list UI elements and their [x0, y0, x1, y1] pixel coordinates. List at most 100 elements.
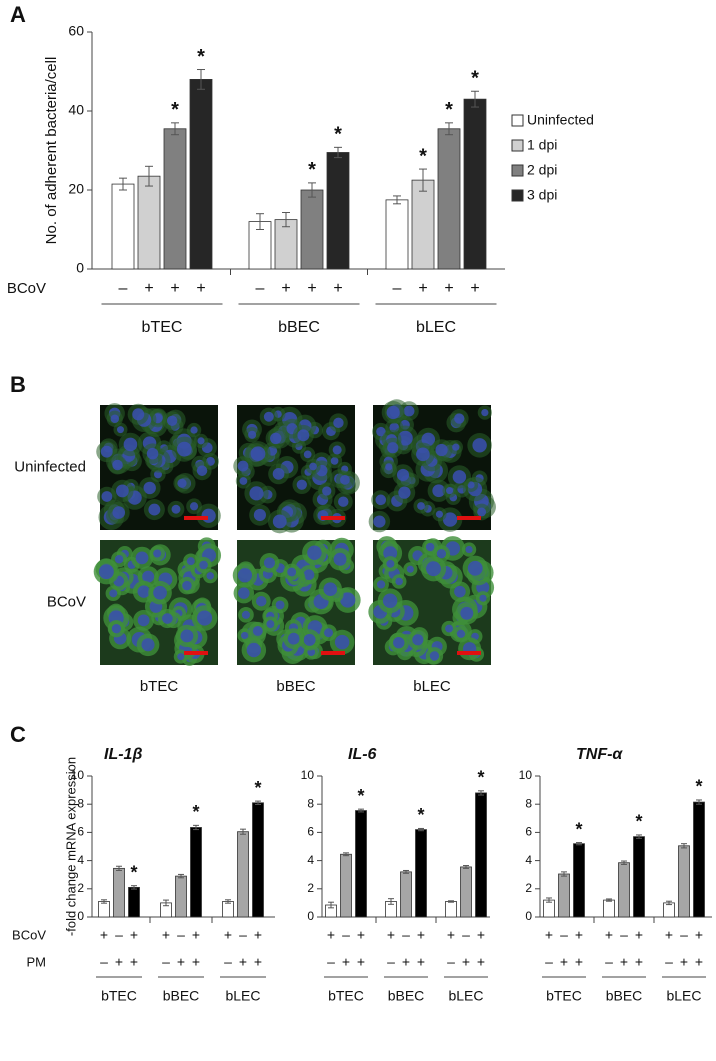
y-axis-label: -fold change mRNA expression: [63, 757, 78, 936]
error-bar: [334, 146, 342, 159]
nucleus: [417, 502, 425, 510]
nucleus: [454, 585, 466, 598]
factor-sign: –: [327, 954, 335, 970]
error-bar: [621, 860, 627, 865]
factor-sign: +: [327, 927, 335, 943]
nucleus: [101, 491, 113, 502]
micrograph: [96, 403, 221, 530]
y-tick-label: 2: [77, 881, 84, 895]
error-bar: [171, 122, 179, 136]
factor-sign: +: [192, 954, 200, 970]
bar: [475, 792, 487, 918]
nucleus: [383, 546, 398, 561]
panel-label: A: [10, 2, 26, 27]
factor-sign: +: [192, 927, 200, 943]
error-bar: [546, 897, 552, 903]
nucleus: [445, 624, 454, 633]
significance: *: [445, 99, 453, 121]
nucleus: [340, 592, 356, 608]
nucleus: [472, 438, 487, 453]
error-bar: [116, 865, 122, 871]
y-tick-label: 2: [525, 881, 532, 895]
error-bar: [225, 899, 231, 904]
y-tick-label: 60: [68, 23, 84, 39]
chart-title: TNF-α: [576, 746, 623, 763]
y-tick-label: 6: [307, 825, 314, 839]
significance: *: [575, 819, 582, 839]
error-bar: [197, 69, 205, 90]
factor-sign: –: [447, 954, 455, 970]
factor-sign: +: [342, 954, 350, 970]
bar: [237, 831, 249, 918]
factor-sign: –: [177, 927, 185, 943]
error-bar: [358, 808, 364, 813]
factor-sign: +: [254, 927, 262, 943]
bar: [693, 801, 705, 918]
y-tick-label: 2: [307, 881, 314, 895]
significance: *: [171, 99, 179, 121]
x-tick-label: bLEC: [666, 988, 701, 1004]
significance: *: [254, 778, 261, 798]
y-tick-label: 0: [77, 909, 84, 923]
error-bar: [145, 165, 153, 187]
y-tick-label: 4: [307, 853, 314, 867]
nucleus: [153, 549, 162, 558]
factor-sign: –: [100, 954, 108, 970]
nucleus: [297, 429, 310, 442]
nucleus: [263, 411, 274, 422]
nucleus: [111, 624, 122, 634]
bar: [137, 175, 161, 270]
nucleus: [186, 557, 195, 566]
nucleus: [416, 447, 430, 462]
nucleus: [303, 569, 315, 581]
factor-sign: +: [545, 927, 553, 943]
factor-sign: –: [680, 927, 688, 943]
y-tick-label: 4: [77, 853, 84, 867]
panel-label: C: [10, 722, 26, 747]
bar: [326, 152, 350, 270]
nucleus: [412, 634, 424, 646]
nucleus: [109, 589, 118, 598]
nucleus: [287, 632, 300, 645]
factor-sign: +: [635, 927, 643, 943]
nucleus: [146, 447, 159, 460]
factor-sign: +: [447, 927, 455, 943]
nucleus: [166, 415, 178, 426]
nucleus: [148, 503, 161, 516]
factor-sign: –: [162, 954, 170, 970]
factor-sign: –: [560, 927, 568, 943]
bar: [618, 862, 630, 918]
chart-title: IL-6: [348, 746, 377, 763]
legend-swatch: [511, 139, 524, 152]
nucleus: [435, 510, 444, 518]
nucleus: [100, 445, 113, 458]
factor-sign: +: [680, 954, 688, 970]
scale-bar: [184, 516, 208, 520]
legend-swatch: [511, 164, 524, 177]
scale-bar: [321, 516, 345, 520]
nucleus: [477, 507, 487, 517]
y-tick-label: 6: [77, 825, 84, 839]
nucleus: [114, 555, 124, 564]
y-tick-label: 10: [519, 768, 533, 782]
bar: [603, 899, 615, 918]
x-tick-label: bTEC: [328, 988, 364, 1004]
nucleus: [272, 467, 285, 480]
legend-label: 3 dpi: [527, 187, 557, 203]
bar: [633, 836, 645, 918]
nucleus: [425, 542, 435, 552]
x-tick-label: bTEC: [101, 988, 137, 1004]
error-bar: [256, 213, 264, 230]
error-bar: [403, 869, 409, 874]
nucleus: [376, 426, 386, 437]
error-bar: [388, 898, 394, 905]
nucleus: [406, 565, 414, 573]
nucleus: [338, 496, 349, 507]
factor-sign: –: [462, 927, 470, 943]
factor-sign: +: [575, 954, 583, 970]
factor-sign: –: [665, 954, 673, 970]
nucleus: [397, 430, 413, 446]
micrograph: [368, 536, 495, 665]
factor-label: BCoV: [7, 280, 46, 297]
